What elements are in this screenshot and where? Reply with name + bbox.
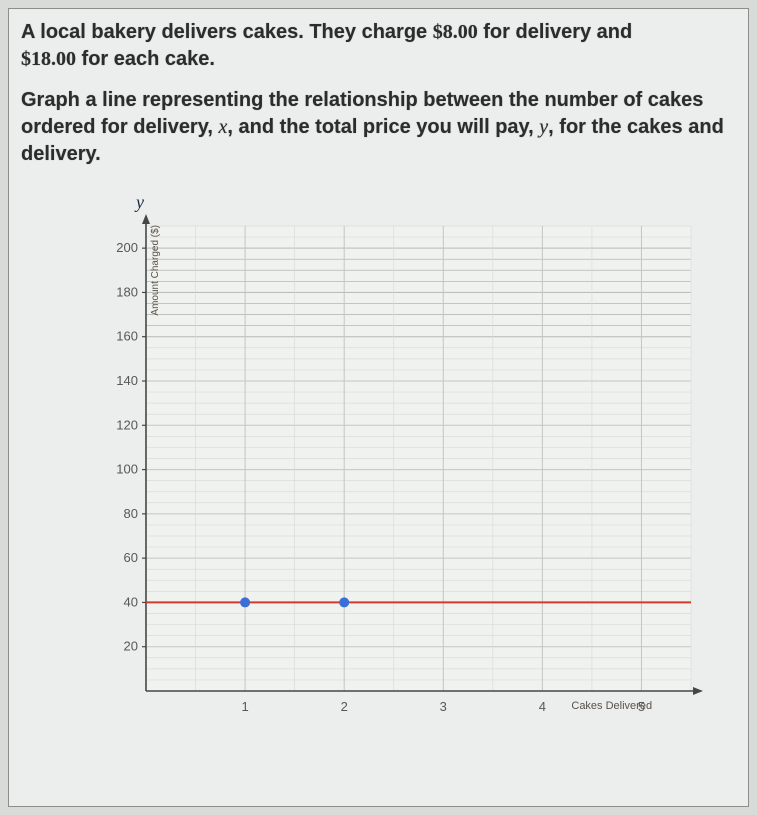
y-variable-glyph: y xyxy=(134,192,144,212)
y-tick-label: 100 xyxy=(116,462,138,477)
y-tick-label: 20 xyxy=(124,639,138,654)
y-tick-label: 80 xyxy=(124,506,138,521)
instruction-p2: , and the total price you will pay, xyxy=(227,116,539,138)
chart-container: 2040608010012014016018020012345yxAmount … xyxy=(51,186,736,746)
x-tick-label: 1 xyxy=(241,699,248,714)
instruction-statement: Graph a line representing the relationsh… xyxy=(21,87,736,168)
y-axis-arrow xyxy=(142,214,150,224)
worksheet-page: A local bakery delivers cakes. They char… xyxy=(8,8,749,807)
y-axis-label: Amount Charged ($) xyxy=(150,225,161,316)
problem-statement: A local bakery delivers cakes. They char… xyxy=(21,19,736,73)
problem-prefix: A local bakery delivers cakes. They char… xyxy=(21,21,433,43)
delivery-charge: $8.00 xyxy=(433,21,478,43)
problem-mid: for delivery and xyxy=(478,21,633,43)
y-tick-label: 60 xyxy=(124,550,138,565)
x-tick-label: 3 xyxy=(440,699,447,714)
y-variable-label: y xyxy=(539,116,548,138)
x-axis-label: Cakes Delivered xyxy=(571,700,652,712)
y-tick-label: 120 xyxy=(116,417,138,432)
y-tick-label: 40 xyxy=(124,594,138,609)
y-tick-label: 200 xyxy=(116,240,138,255)
x-tick-label: 2 xyxy=(341,699,348,714)
chart-svg[interactable]: 2040608010012014016018020012345yxAmount … xyxy=(51,186,711,746)
plotted-point[interactable] xyxy=(339,597,349,607)
y-tick-label: 140 xyxy=(116,373,138,388)
problem-suffix: for each cake. xyxy=(76,48,215,70)
plotted-point[interactable] xyxy=(240,597,250,607)
y-tick-label: 180 xyxy=(116,284,138,299)
y-tick-label: 160 xyxy=(116,329,138,344)
x-axis-arrow xyxy=(693,687,703,695)
x-tick-label: 4 xyxy=(539,699,546,714)
per-cake-charge: $18.00 xyxy=(21,48,76,70)
